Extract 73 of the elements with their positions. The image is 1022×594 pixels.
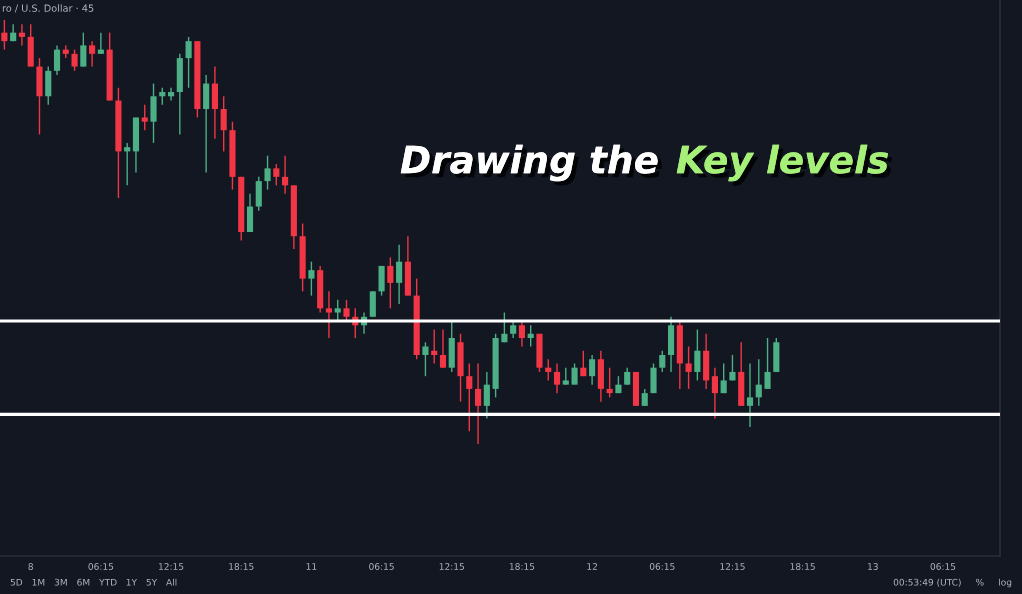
candlestick (553, 362, 561, 394)
candlestick (308, 260, 315, 297)
x-tick-label: 18:15 (790, 563, 815, 570)
x-tick-label: 06:15 (649, 563, 675, 570)
text: 6M (77, 578, 90, 586)
text: log (999, 578, 1012, 588)
text: 00:53:49 (UTC) (893, 578, 961, 587)
candlestick (606, 367, 613, 399)
candlestick (282, 154, 289, 195)
text: 5D (10, 578, 23, 586)
text: 5Y (146, 578, 158, 586)
x-tick-label: 18:15 (509, 563, 535, 570)
candlestick (659, 350, 666, 373)
candlestick (545, 358, 552, 382)
candlestick (571, 362, 578, 386)
x-tick-label: 12 (587, 563, 597, 570)
candlestick (273, 163, 280, 187)
candlestick (80, 31, 87, 68)
x-tick-label: 12:15 (439, 563, 464, 570)
candlestick (589, 354, 596, 386)
candlestick (53, 44, 61, 76)
x-tick-label: 12:15 (720, 563, 745, 570)
candlestick (518, 320, 525, 348)
candlestick (431, 328, 438, 365)
candlestick (439, 328, 447, 369)
candlestick (764, 337, 771, 390)
candlestick (466, 362, 473, 433)
x-tick-label: 06:15 (369, 563, 394, 570)
x-tick-label: 12:15 (159, 563, 184, 570)
candlestick (755, 358, 762, 407)
candlestick (334, 299, 341, 322)
text: All (166, 578, 177, 586)
candlestick (422, 341, 429, 377)
candlestick (89, 40, 96, 68)
candlestick (167, 87, 175, 102)
candlestick (18, 23, 25, 47)
x-tick-label: 18:15 (229, 563, 254, 570)
candlestick (396, 244, 403, 305)
candlestick (325, 290, 333, 339)
candlestick (141, 104, 148, 131)
candlestick (387, 256, 394, 310)
candlestick (729, 354, 736, 382)
candlestick (483, 371, 490, 420)
candlestick (746, 362, 754, 428)
candlestick (711, 367, 718, 420)
candlestick (685, 345, 692, 390)
candlestick (527, 324, 534, 348)
annotation: Key levels (676, 144, 893, 186)
candlestick (343, 299, 350, 322)
text: 3M (54, 578, 67, 586)
candlestick (720, 362, 727, 394)
x-tick-label: 11 (306, 563, 317, 570)
text: % (976, 578, 984, 586)
candlestick (1, 19, 8, 51)
x-tick-label: 06:15 (930, 563, 956, 570)
x-tick-label: 8 (28, 563, 33, 570)
candlestick (264, 154, 271, 191)
candlestick (97, 31, 104, 55)
chart-title: ro / U.S. Dollar · 45 (2, 4, 94, 13)
text: 1Y (126, 578, 138, 586)
x-tick-label: 13 (868, 563, 878, 570)
x-tick-label: 06:15 (88, 563, 114, 570)
candlestick (124, 142, 131, 187)
candlestick (71, 48, 78, 72)
candlestick (185, 36, 192, 89)
candlestick (501, 311, 508, 343)
text: YTD (99, 578, 117, 586)
candlestick (475, 362, 482, 445)
candlestick (694, 328, 701, 382)
text: 1M (32, 578, 45, 586)
candlestick (220, 95, 227, 153)
annotation: Drawing the (400, 144, 662, 186)
candlestick (580, 350, 587, 377)
